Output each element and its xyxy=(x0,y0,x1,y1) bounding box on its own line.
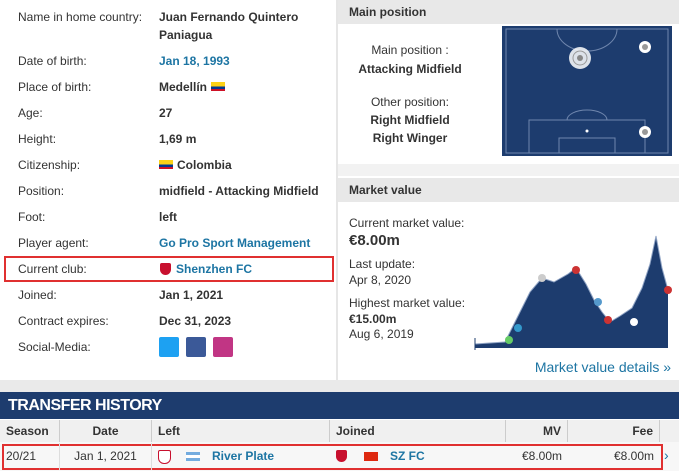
cell: €8.00m xyxy=(613,449,654,463)
cell: Jan 1, 2021 xyxy=(60,443,152,470)
field-value[interactable]: Jan 18, 1993 xyxy=(159,54,230,68)
section-header: TRANSFER HISTORY xyxy=(0,392,679,419)
club-icon xyxy=(158,450,171,464)
label: Main position : xyxy=(371,43,449,57)
details-link[interactable]: Market value details » xyxy=(534,359,671,375)
cell: 20/21 xyxy=(0,443,60,470)
flag xyxy=(211,82,226,91)
field-label: Citizenship: xyxy=(18,158,81,172)
flag xyxy=(364,452,378,461)
flag xyxy=(186,452,200,461)
club-icon xyxy=(160,263,171,275)
field-label: Foot: xyxy=(18,210,46,224)
field-value: Medellín xyxy=(159,80,208,94)
date: Apr 8, 2020 xyxy=(349,273,412,287)
field-label: Joined: xyxy=(18,288,57,302)
field-label: Age: xyxy=(18,106,43,120)
field-label: Date of birth: xyxy=(18,54,87,68)
club-link[interactable]: River Plate xyxy=(212,449,275,463)
field-value: Juan Fernando Quintero Paniagua xyxy=(159,10,299,42)
field-value[interactable]: Go Pro Sport Management xyxy=(159,236,311,250)
position: Right Winger xyxy=(372,131,448,145)
column-header: Fee xyxy=(568,420,660,442)
highlight-box xyxy=(2,444,663,470)
field-label: Contract expires: xyxy=(18,314,109,328)
field-value: left xyxy=(159,210,177,224)
highest-value: €15.00m xyxy=(349,312,397,326)
instagram-icon[interactable] xyxy=(213,337,233,357)
field-label: Social-Media: xyxy=(18,340,91,354)
twitter-icon[interactable] xyxy=(159,337,179,357)
field-value: Colombia xyxy=(177,158,232,172)
field-label: Name in home country: xyxy=(18,10,143,24)
label: Other position: xyxy=(370,95,450,109)
club-link[interactable]: SZ FC xyxy=(390,449,425,463)
field-value[interactable]: Shenzhen FC xyxy=(176,262,253,276)
date: Aug 6, 2019 xyxy=(349,327,414,341)
panel-header: Market value xyxy=(338,178,679,202)
row-arrow[interactable]: › xyxy=(664,447,669,463)
label: Current market value: xyxy=(349,216,465,230)
position: Right Midfield xyxy=(370,113,450,127)
field-value: midfield - Attacking Midfield xyxy=(159,184,319,198)
current-value: €8.00m xyxy=(349,232,400,249)
gap xyxy=(338,164,679,176)
field-label: Player agent: xyxy=(18,236,89,250)
divider xyxy=(336,0,338,380)
position: Attacking Midfield xyxy=(358,62,462,76)
highlight-box xyxy=(4,256,334,282)
profile-panel: Name in home country: Juan Fernando Quint… xyxy=(0,0,336,380)
flag xyxy=(159,160,173,169)
panel-header: Main position xyxy=(338,0,679,24)
field-value: 1,69 m xyxy=(159,132,197,146)
field-label: Current club: xyxy=(18,262,87,276)
column-header: MV xyxy=(506,420,568,442)
field-label: Place of birth: xyxy=(18,80,92,94)
field-value: Jan 1, 2021 xyxy=(159,288,224,302)
value-graph xyxy=(474,235,672,350)
table-header xyxy=(0,420,679,442)
facebook-icon[interactable] xyxy=(186,337,206,357)
column-header: Season xyxy=(0,420,60,442)
pitch xyxy=(502,26,672,156)
label: Last update: xyxy=(349,257,416,271)
field-label: Height: xyxy=(18,132,57,146)
field-value: Dec 31, 2023 xyxy=(159,314,232,328)
gap xyxy=(0,380,679,392)
column-header: Date xyxy=(60,420,152,442)
column-header: Left xyxy=(152,420,330,442)
cell: €8.00m xyxy=(521,449,562,463)
column-header: Joined xyxy=(330,420,506,442)
field-label: Position: xyxy=(18,184,65,198)
club-icon xyxy=(336,450,347,462)
label: Highest market value: xyxy=(349,296,466,310)
field-value: 27 xyxy=(159,106,173,120)
